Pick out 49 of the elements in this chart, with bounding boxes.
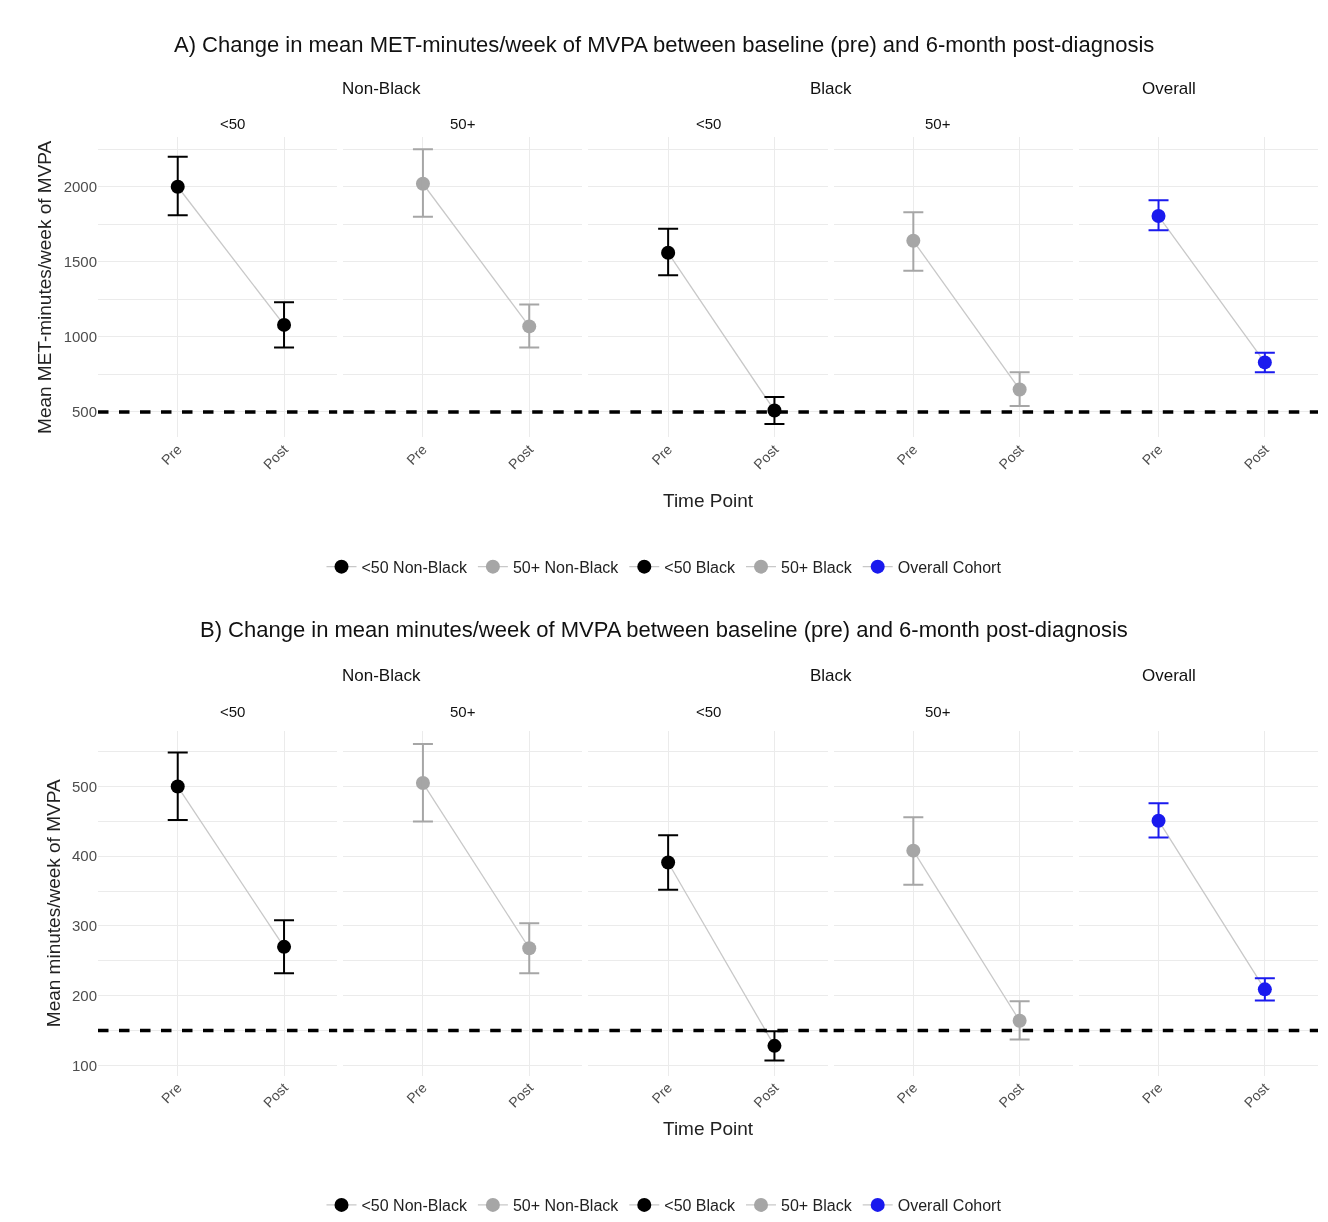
x-axis-title: Time Point <box>663 1118 754 1139</box>
legend-label: Overall Cohort <box>897 1197 1002 1215</box>
y-tick-label: 2000 <box>63 178 97 195</box>
legend-label: 50+ Non-Black <box>512 1197 620 1215</box>
y-tick-label: 500 <box>71 777 97 795</box>
chart-title: Overall <box>1142 666 1196 685</box>
chart-title: <50 <box>696 115 722 132</box>
chart-title: 50+ <box>925 115 951 132</box>
x-tick-label: Pre <box>403 441 431 468</box>
text: B) Change in mean minutes/week of MVPA between baseline (pre) and 6-month post-diagnosis <box>200 617 1128 642</box>
chart-title: 50+ <box>450 115 476 132</box>
x-tick-label: Pre <box>1138 441 1166 468</box>
y-tick-label: 500 <box>71 403 97 421</box>
x-tick-label: Pre <box>158 1079 185 1107</box>
legend-label: <50 Black <box>664 1197 736 1215</box>
y-axis-title: Mean minutes/week of MVPA <box>42 779 64 1028</box>
chart-title: <50 <box>220 115 246 132</box>
legend-label: 50+ Non-Black <box>512 558 620 576</box>
x-tick-label: Pre <box>648 441 676 468</box>
text: Non-Black <box>342 666 421 685</box>
text: Black <box>810 79 853 98</box>
y-tick-label: 200 <box>71 986 97 1004</box>
legend-label: 50+ Black <box>780 558 853 576</box>
y-tick-label: 300 <box>71 917 97 935</box>
y-tick-label: 1000 <box>63 328 97 346</box>
legend-label: <50 Non-Black <box>361 558 468 576</box>
legend-label: 50+ Black <box>780 1197 853 1215</box>
y-axis-title: Mean MET-minutes/week of MVPA <box>34 140 56 434</box>
x-axis-title: Time Point <box>663 490 754 511</box>
text: Non-Black <box>342 79 421 98</box>
y-tick-label: 400 <box>71 847 97 865</box>
x-tick-label: Pre <box>403 1079 431 1107</box>
x-tick-label: Pre <box>893 441 921 468</box>
chart-title: <50 <box>696 703 722 720</box>
chart-title: <50 <box>220 703 246 720</box>
legend-label: Overall Cohort <box>897 558 1002 576</box>
x-tick-label: Pre <box>893 1079 921 1107</box>
x-tick-label: Pre <box>648 1079 676 1107</box>
text: A) Change in mean MET-minutes/week of MVPA between baseline (pre) and 6-month post-diagnosis <box>174 32 1155 57</box>
legend-label: <50 Black <box>664 558 736 576</box>
legend-label: <50 Non-Black <box>361 1197 468 1215</box>
chart-title: 50+ <box>925 703 951 720</box>
y-tick-label: 100 <box>71 1056 97 1074</box>
text: Black <box>810 666 853 685</box>
chart-title: 50+ <box>450 703 476 720</box>
x-tick-label: Pre <box>1138 1079 1166 1107</box>
x-tick-label: Pre <box>158 441 185 468</box>
y-tick-label: 1500 <box>63 253 97 271</box>
chart-title: Overall <box>1142 79 1196 98</box>
